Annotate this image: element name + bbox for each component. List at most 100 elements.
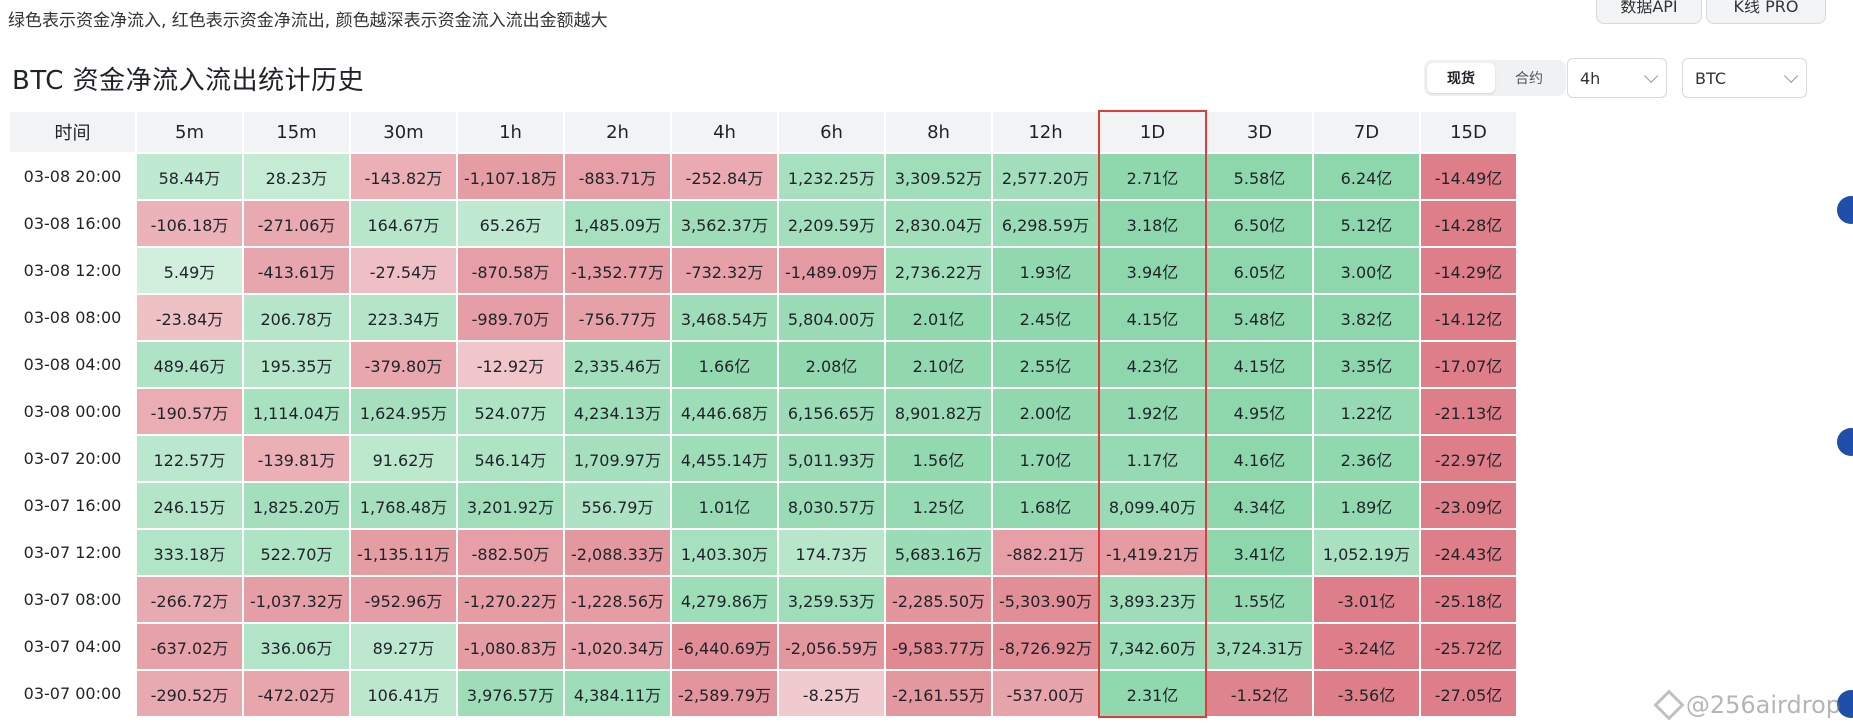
flow-cell: 6.50亿 [1207, 201, 1312, 246]
flow-cell: 195.35万 [244, 342, 349, 387]
flow-cell: 3.94亿 [1100, 248, 1205, 293]
flow-cell: -1,352.77万 [565, 248, 670, 293]
flow-cell: 4,234.13万 [565, 389, 670, 434]
flow-cell: -2,285.50万 [886, 577, 991, 622]
flow-cell: 3,259.53万 [779, 577, 884, 622]
flow-cell: -25.18亿 [1421, 577, 1516, 622]
flow-cell: 246.15万 [137, 483, 242, 528]
flow-cell: 174.73万 [779, 530, 884, 575]
interval-select[interactable]: 4h [1567, 58, 1667, 98]
header-1d: 1D [1100, 112, 1205, 152]
flow-cell: 4.34亿 [1207, 483, 1312, 528]
header-3d: 3D [1207, 112, 1312, 152]
flow-cell: -637.02万 [137, 624, 242, 669]
flow-cell: 524.07万 [458, 389, 563, 434]
flow-cell: -14.28亿 [1421, 201, 1516, 246]
flow-cell: -1,037.32万 [244, 577, 349, 622]
flow-cell: 2.10亿 [886, 342, 991, 387]
side-scroll-indicator [1837, 690, 1853, 718]
flow-cell: 3,309.52万 [886, 154, 991, 199]
flow-cell: 3,893.23万 [1100, 577, 1205, 622]
flow-cell: 3,201.92万 [458, 483, 563, 528]
flow-cell: -17.07亿 [1421, 342, 1516, 387]
flow-cell: -14.49亿 [1421, 154, 1516, 199]
kline-pro-button[interactable]: K线 PRO [1706, 0, 1826, 24]
flow-cell: 8,099.40万 [1100, 483, 1205, 528]
flow-cell: 106.41万 [351, 671, 456, 716]
table-row: 03-07 12:00 333.18万 522.70万 -1,135.11万 -882.… [10, 530, 1516, 575]
watermark: @256airdrop [1653, 689, 1841, 721]
coin-select-value: BTC [1695, 68, 1726, 88]
flow-cell: 2.71亿 [1100, 154, 1205, 199]
flow-cell: 2.31亿 [1100, 671, 1205, 716]
flow-cell: 1.17亿 [1100, 436, 1205, 481]
flow-cell: 3,724.31万 [1207, 624, 1312, 669]
header-6h: 6h [779, 112, 884, 152]
flow-cell: 4.95亿 [1207, 389, 1312, 434]
flow-cell: -22.97亿 [1421, 436, 1516, 481]
flow-cell: 164.67万 [351, 201, 456, 246]
flow-cell: 1,825.20万 [244, 483, 349, 528]
flow-cell: 2,830.04万 [886, 201, 991, 246]
flow-cell: 1.93亿 [993, 248, 1098, 293]
flow-cell: 122.57万 [137, 436, 242, 481]
flow-cell: 2,736.22万 [886, 248, 991, 293]
row-time: 03-08 20:00 [10, 154, 135, 199]
flow-cell: -1,270.22万 [458, 577, 563, 622]
flow-cell: -271.06万 [244, 201, 349, 246]
header-8h: 8h [886, 112, 991, 152]
header-15d: 15D [1421, 112, 1516, 152]
flow-cell: -12.92万 [458, 342, 563, 387]
data-api-button[interactable]: 数据API [1596, 0, 1702, 24]
table-row: 03-08 16:00 -106.18万 -271.06万 164.67万 65.26万… [10, 201, 1516, 246]
coin-select[interactable]: BTC [1682, 58, 1807, 98]
row-time: 03-07 08:00 [10, 577, 135, 622]
watermark-text: @256airdrop [1685, 691, 1841, 719]
flow-cell: 1,052.19万 [1314, 530, 1419, 575]
flow-cell: -413.61万 [244, 248, 349, 293]
tab-futures[interactable]: 合约 [1515, 71, 1543, 87]
flow-cell: -25.72亿 [1421, 624, 1516, 669]
flow-cell: 2,335.46万 [565, 342, 670, 387]
flow-cell: -2,056.59万 [779, 624, 884, 669]
flow-cell: 2.00亿 [993, 389, 1098, 434]
flow-cell: -6,440.69万 [672, 624, 777, 669]
flow-cell: 4,446.68万 [672, 389, 777, 434]
flow-cell: 3,468.54万 [672, 295, 777, 340]
row-time: 03-07 04:00 [10, 624, 135, 669]
page-title: BTC 资金净流入流出统计历史 [12, 66, 365, 96]
chevron-down-icon [1644, 68, 1659, 83]
flow-cell: 1,232.25万 [779, 154, 884, 199]
row-time: 03-07 16:00 [10, 483, 135, 528]
flow-cell: 2.08亿 [779, 342, 884, 387]
table-row: 03-07 08:00 -266.72万 -1,037.32万 -952.96万 -1,… [10, 577, 1516, 622]
flow-cell: 1.89亿 [1314, 483, 1419, 528]
flow-cell: 1.01亿 [672, 483, 777, 528]
tab-spot[interactable]: 现货 [1427, 63, 1495, 93]
flow-cell: 5,804.00万 [779, 295, 884, 340]
flow-cell: 3.18亿 [1100, 201, 1205, 246]
flow-cell: 91.62万 [351, 436, 456, 481]
flow-cell: 3.35亿 [1314, 342, 1419, 387]
header-7d: 7D [1314, 112, 1419, 152]
flow-cell: 1,114.04万 [244, 389, 349, 434]
flow-cell: -882.21万 [993, 530, 1098, 575]
flow-cell: 5,683.16万 [886, 530, 991, 575]
flow-cell: -23.09亿 [1421, 483, 1516, 528]
flow-cell: 1.56亿 [886, 436, 991, 481]
side-scroll-indicator [1837, 196, 1853, 224]
interval-select-value: 4h [1580, 68, 1601, 88]
flow-cell: 5,011.93万 [779, 436, 884, 481]
flow-cell: -23.84万 [137, 295, 242, 340]
flow-cell: -143.82万 [351, 154, 456, 199]
flow-cell: 1,403.30万 [672, 530, 777, 575]
flow-cell: 4,455.14万 [672, 436, 777, 481]
flow-cell: 8,901.82万 [886, 389, 991, 434]
flow-cell: 2.45亿 [993, 295, 1098, 340]
table-row: 03-08 20:00 58.44万 28.23万 -143.82万 -1,107.18… [10, 154, 1516, 199]
flow-cell: 3,562.37万 [672, 201, 777, 246]
chevron-down-icon [1784, 68, 1799, 83]
side-scroll-indicator [1837, 428, 1853, 456]
flow-cell: -379.80万 [351, 342, 456, 387]
